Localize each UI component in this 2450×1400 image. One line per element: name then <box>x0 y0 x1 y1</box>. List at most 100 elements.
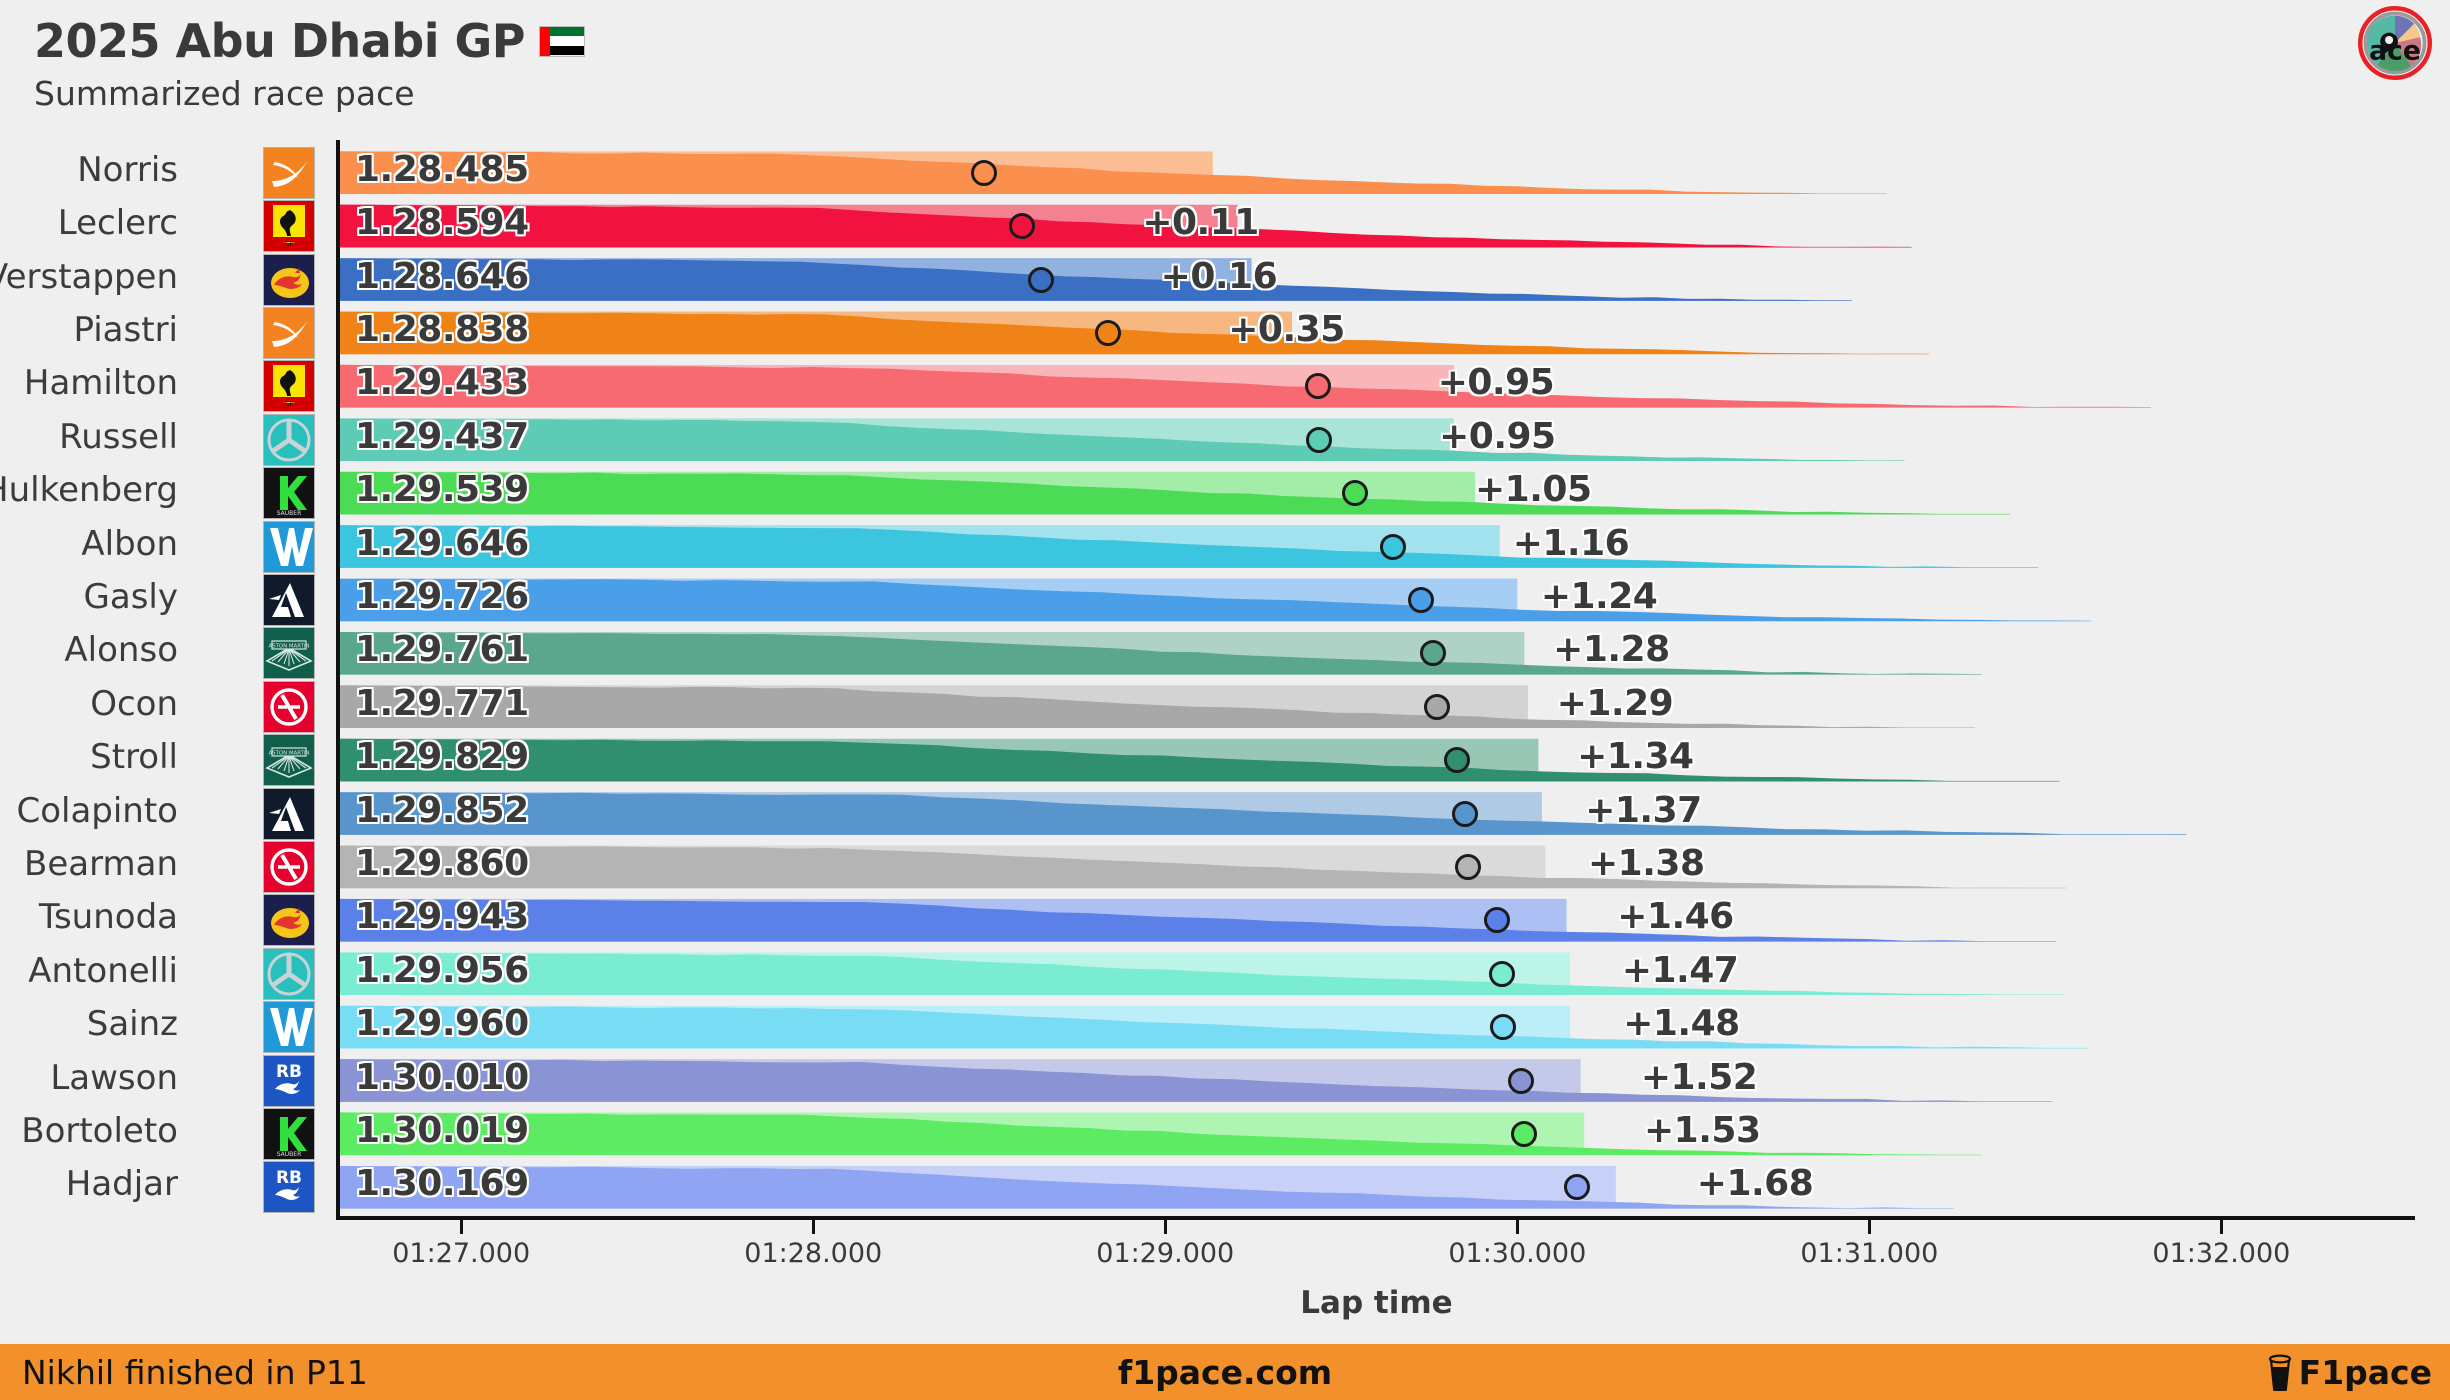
median-marker[interactable] <box>1379 533 1406 560</box>
footer-brand-label: F1pace <box>2298 1352 2432 1392</box>
x-axis-tick-label: 01:31.000 <box>1800 1238 1939 1269</box>
pace-density-shape <box>340 1005 2088 1049</box>
median-marker[interactable] <box>1304 373 1331 400</box>
median-marker[interactable] <box>1490 1014 1517 1041</box>
pace-density-shape <box>340 578 2092 622</box>
median-marker[interactable] <box>1452 800 1479 827</box>
driver-name: Leclerc <box>57 203 178 244</box>
footer-bar: Nikhil finished in P11 f1pace.com F1pace <box>0 1344 2450 1400</box>
x-axis-title: Lap time <box>1300 1285 1453 1321</box>
driver-name: Verstappen <box>0 256 178 297</box>
driver-name: Ocon <box>90 683 178 724</box>
driver-name: Russell <box>59 416 178 457</box>
delta-label: +1.34 <box>1577 736 1694 778</box>
team-logo-icon: ASTON MARTIN <box>263 734 315 787</box>
svg-text:SF: SF <box>285 400 293 408</box>
team-logo-icon: SAUBER <box>263 467 315 520</box>
x-axis-tick <box>1868 1220 1872 1234</box>
x-axis-tick-label: 01:30.000 <box>1448 1238 1587 1269</box>
median-marker[interactable] <box>1444 747 1471 774</box>
lap-time-label: 1.30.169 <box>355 1163 529 1205</box>
delta-label: +1.29 <box>1556 682 1674 724</box>
team-logo-icon: SF <box>263 360 315 413</box>
driver-name: Lawson <box>50 1057 178 1098</box>
pace-density-shape <box>340 525 2039 568</box>
svg-text:SAUBER: SAUBER <box>277 1151 302 1158</box>
f1pace-logo-icon: ace <box>2358 6 2432 80</box>
delta-label: +1.28 <box>1553 629 1670 671</box>
driver-name: Hulkenberg <box>0 470 178 511</box>
lap-time-label: 1.29.761 <box>355 629 529 671</box>
delta-label: +1.05 <box>1475 469 1592 511</box>
delta-label: +1.68 <box>1696 1163 1814 1205</box>
driver-name: Bearman <box>24 843 178 884</box>
median-marker[interactable] <box>1342 480 1369 507</box>
footer-status-text: Nikhil finished in P11 <box>22 1352 368 1392</box>
driver-name: Colapinto <box>16 790 178 831</box>
page-title: 2025 Abu Dhabi GP <box>34 14 585 68</box>
team-logo-icon: SF <box>263 200 315 253</box>
median-marker[interactable] <box>970 159 997 186</box>
lap-time-label: 1.29.771 <box>355 682 529 724</box>
team-logo-icon <box>263 947 315 1000</box>
chart-title-text: 2025 Abu Dhabi GP <box>34 14 526 68</box>
pace-density-shape <box>340 311 1930 355</box>
pace-density-shape <box>340 151 1887 195</box>
team-logo-icon <box>263 413 315 466</box>
median-marker[interactable] <box>1484 907 1511 934</box>
median-marker[interactable] <box>1009 213 1036 240</box>
team-logo-icon: SAUBER <box>263 1107 315 1160</box>
median-marker[interactable] <box>1507 1067 1534 1094</box>
lap-time-label: 1.28.838 <box>355 308 529 350</box>
median-marker[interactable] <box>1488 960 1515 987</box>
driver-name: Hadjar <box>65 1164 178 1205</box>
pace-density-shape <box>340 1166 1954 1209</box>
median-marker[interactable] <box>1407 586 1434 613</box>
pace-density-shape <box>340 685 1975 729</box>
median-marker[interactable] <box>1306 426 1333 453</box>
driver-name: Alonso <box>64 630 178 671</box>
driver-name: Piastri <box>73 309 178 350</box>
median-marker[interactable] <box>1423 693 1450 720</box>
coffee-cup-icon <box>2268 1354 2291 1391</box>
lap-time-label: 1.28.646 <box>355 255 529 297</box>
median-marker[interactable] <box>1027 266 1054 293</box>
x-axis-tick-label: 01:29.000 <box>1096 1238 1235 1269</box>
team-logo-icon <box>263 573 315 626</box>
team-logo-icon <box>263 680 315 733</box>
driver-name: Hamilton <box>23 363 178 404</box>
median-marker[interactable] <box>1455 853 1482 880</box>
x-axis-tick <box>1164 1220 1168 1234</box>
pace-density-shape <box>340 204 1912 248</box>
delta-label: +1.48 <box>1623 1003 1740 1045</box>
driver-name: Albon <box>81 523 178 564</box>
pace-density-shape <box>340 258 1852 301</box>
x-axis-tick-label: 01:32.000 <box>2152 1238 2291 1269</box>
lap-time-label: 1.29.852 <box>355 789 529 831</box>
team-logo-icon <box>263 146 315 199</box>
median-marker[interactable] <box>1511 1120 1537 1147</box>
delta-label: +1.52 <box>1640 1056 1758 1098</box>
pace-density-shape <box>340 1059 2053 1102</box>
footer-website-link[interactable]: f1pace.com <box>1117 1352 1333 1392</box>
svg-text:RB: RB <box>276 1062 302 1082</box>
lap-time-label: 1.29.433 <box>355 362 529 404</box>
lap-time-label: 1.29.646 <box>355 522 529 564</box>
median-marker[interactable] <box>1420 640 1447 667</box>
uae-flag-icon <box>539 25 585 57</box>
delta-label: +0.16 <box>1160 255 1278 297</box>
pace-density-shape <box>340 418 1905 462</box>
median-marker[interactable] <box>1095 319 1122 346</box>
lap-time-label: 1.29.726 <box>355 575 529 617</box>
svg-text:RB: RB <box>276 1168 302 1188</box>
team-logo-icon: RB <box>263 1161 315 1214</box>
delta-label: +1.38 <box>1588 842 1705 884</box>
driver-name: Sainz <box>86 1004 178 1045</box>
median-marker[interactable] <box>1563 1174 1590 1201</box>
lap-time-label: 1.29.943 <box>355 896 529 938</box>
delta-label: +1.24 <box>1540 575 1658 617</box>
team-logo-icon <box>263 894 315 947</box>
delta-label: +1.37 <box>1585 789 1702 831</box>
